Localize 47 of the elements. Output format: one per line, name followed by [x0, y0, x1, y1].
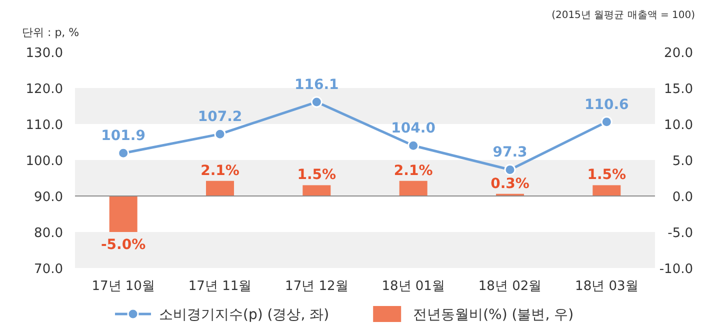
y2-tick-label: 10.0	[664, 118, 693, 133]
y2-tick-label: 20.0	[664, 46, 693, 61]
data-label: 2.1%	[394, 162, 433, 179]
y2-tick-label: -10.0	[659, 262, 693, 277]
y-axis-title: 단위 : p, %	[22, 26, 80, 39]
legend-label: 전년동월비(%) (불변, 우)	[413, 307, 574, 323]
data-label: 0.3%	[490, 176, 530, 192]
y2-tick-label: 0.0	[672, 190, 693, 205]
data-label: 104.0	[391, 120, 436, 137]
bar	[592, 185, 621, 196]
data-label: 107.2	[198, 109, 242, 126]
data-label: 2.1%	[200, 162, 240, 179]
x-tick-label: 18년 01월	[382, 279, 445, 294]
y-tick-label: 110.0	[26, 118, 63, 133]
x-tick-label: 18년 02월	[478, 279, 542, 294]
point	[504, 164, 516, 176]
y-tick-label: 100.0	[26, 154, 63, 169]
chart-subtitle: (2015년 월평균 매출액 = 100)	[552, 10, 696, 21]
data-label: 1.5%	[297, 167, 336, 184]
y2-tick-label: 15.0	[664, 82, 693, 97]
y-tick-label: 130.0	[26, 46, 63, 61]
y-tick-label: 70.0	[34, 262, 63, 277]
bar	[302, 185, 331, 196]
legend-label: 소비경기지수(p) (경상, 좌)	[159, 307, 330, 323]
data-label: 116.1	[294, 77, 339, 94]
data-label: -5.0%	[101, 237, 146, 253]
y-tick-label: 90.0	[34, 190, 63, 205]
bar	[399, 180, 428, 196]
point	[310, 96, 322, 108]
y2-tick-label: -5.0	[668, 226, 693, 241]
y2-tick-label: 5.0	[672, 154, 693, 169]
data-label: 1.5%	[587, 167, 626, 184]
point	[118, 147, 130, 159]
point	[600, 116, 612, 128]
data-label: 97.3	[492, 144, 528, 161]
x-tick-label: 17년 12월	[285, 279, 348, 294]
x-tick-label: 18년 03월	[575, 279, 638, 294]
y-tick-label: 80.0	[34, 226, 63, 241]
point	[214, 128, 226, 140]
x-tick-label: 17년 11월	[188, 279, 252, 294]
data-label: 110.6	[584, 96, 629, 113]
bar	[206, 180, 234, 196]
bar	[109, 196, 138, 232]
data-label: 101.9	[101, 128, 146, 144]
y-tick-label: 120.0	[26, 82, 63, 97]
point	[408, 140, 420, 152]
x-tick-label: 17년 10월	[92, 279, 155, 294]
